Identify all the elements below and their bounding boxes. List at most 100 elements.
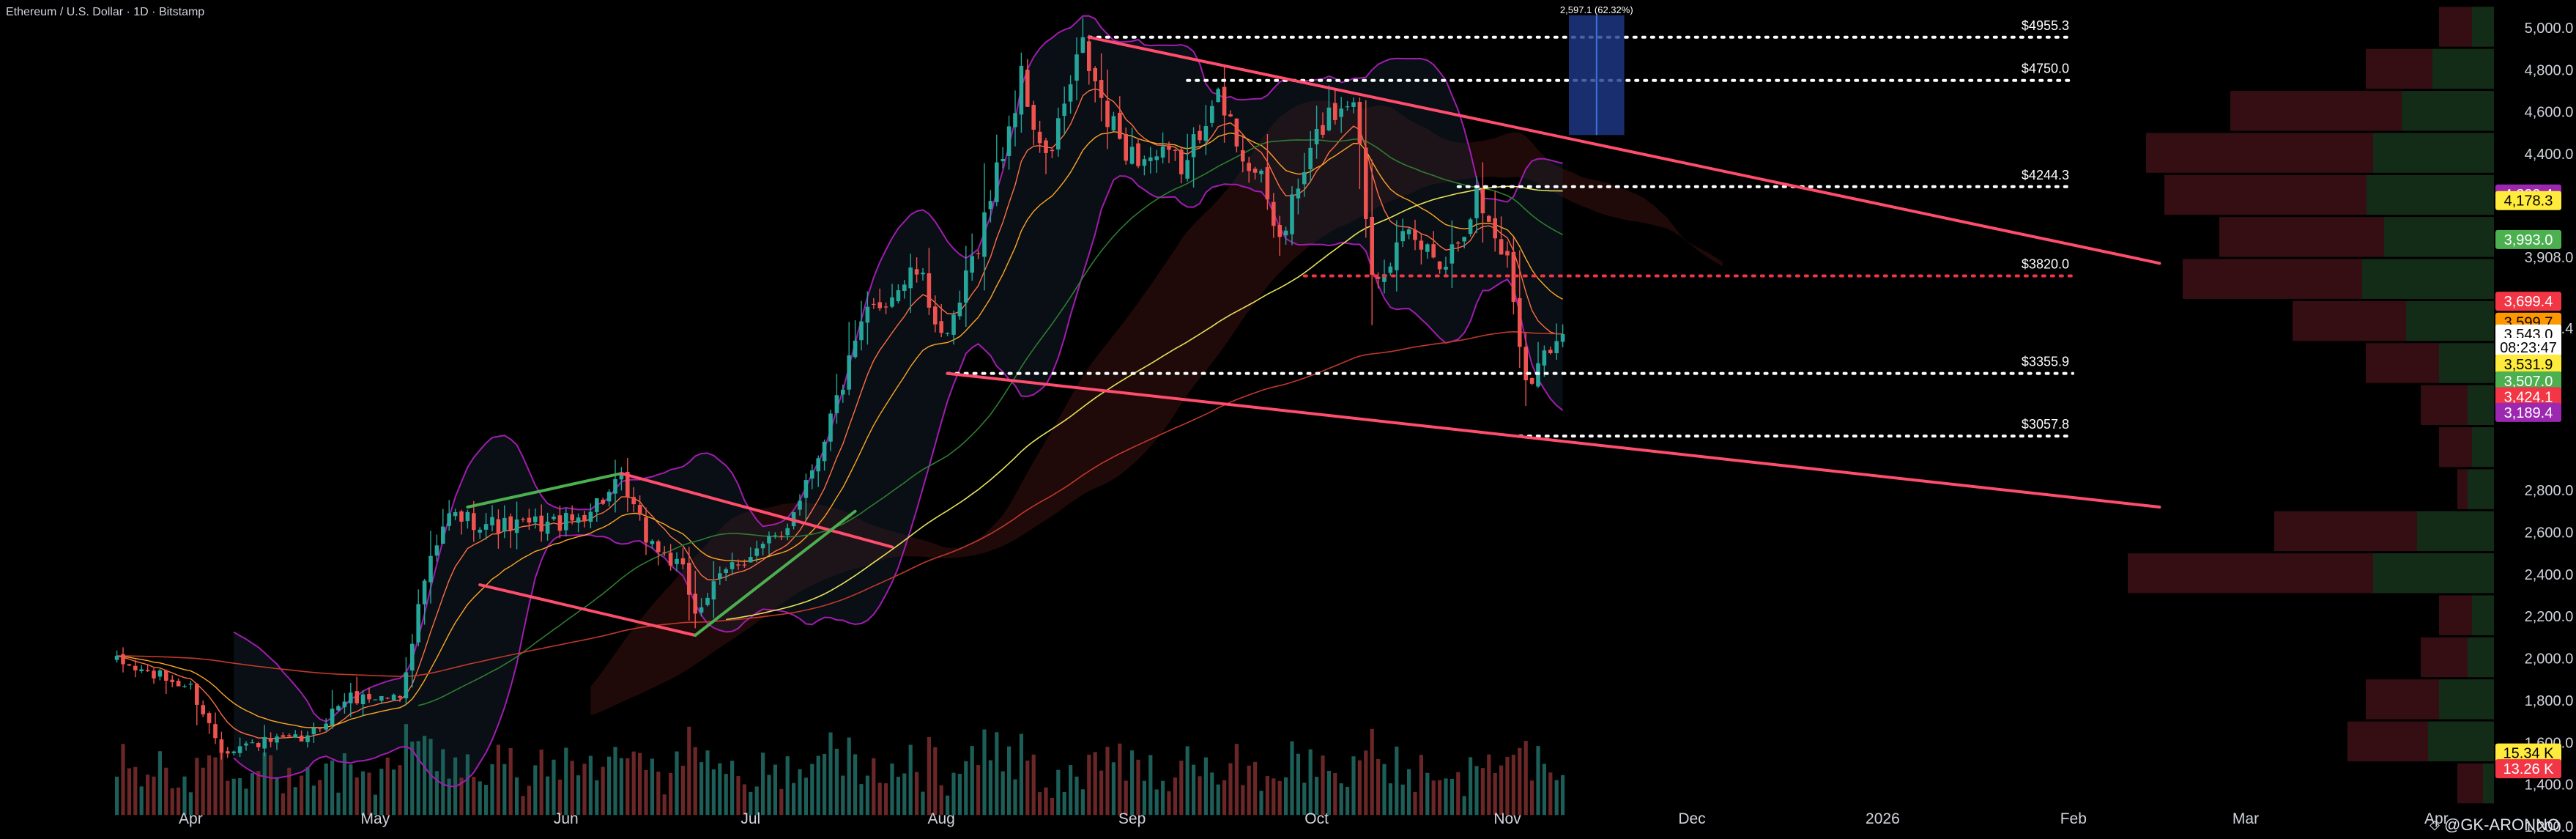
volume-bar [1080, 789, 1085, 816]
volume-bar [1536, 746, 1540, 816]
y-tick-label: 2,600.0 [2525, 525, 2574, 541]
candle-body [244, 743, 248, 746]
candle-body [631, 497, 636, 505]
candle-body [1265, 167, 1270, 200]
candle-body [1252, 169, 1258, 173]
volume-bar [355, 777, 359, 816]
candle-body [853, 340, 858, 358]
volume-bar [865, 775, 869, 816]
volume-bar [213, 757, 218, 816]
y-tick-label: 4,800.0 [2525, 62, 2574, 78]
volume-bar [539, 750, 543, 816]
x-tick-label: Apr [2424, 810, 2449, 827]
candle-body [1511, 252, 1516, 302]
volume-bar [459, 777, 464, 816]
candle-body [1160, 146, 1165, 158]
price-badge [2495, 387, 2561, 407]
candle-body [1370, 217, 1374, 276]
volume-bar [1339, 783, 1343, 816]
volume-bar [201, 767, 205, 816]
candle-body [699, 607, 704, 613]
candle-body [398, 696, 402, 698]
volume-bar [293, 787, 297, 816]
candle-body [1450, 244, 1455, 264]
volume-bar [896, 777, 900, 816]
volume-bar [1419, 755, 1423, 816]
volume-bar [1450, 778, 1454, 816]
candle-body [890, 297, 894, 307]
volume-profile-up [2428, 721, 2494, 761]
candle-body [1326, 107, 1332, 130]
candle-body [552, 517, 556, 520]
volume-bar [1308, 749, 1313, 816]
volume-profile-up [2439, 679, 2494, 720]
candle-body [1321, 125, 1325, 135]
candle-body [318, 728, 322, 729]
volume-profile-up [2468, 469, 2494, 509]
volume-bar [1013, 779, 1017, 816]
volume-bar [1376, 758, 1381, 816]
x-tick-label: Sep [1118, 810, 1146, 827]
volume-bar [1069, 765, 1073, 816]
candle-body [391, 695, 396, 701]
candle-body [428, 555, 433, 583]
candle-body [170, 679, 174, 682]
candle-body [939, 321, 943, 333]
price-badge-label: 3,507.0 [2504, 374, 2553, 390]
candle-body [1154, 156, 1159, 160]
candle-body [933, 306, 938, 325]
volume-bar [1247, 765, 1251, 816]
candle-body [416, 604, 420, 643]
candle-body [275, 736, 279, 743]
candle-body [834, 395, 839, 413]
volume-bar [675, 751, 679, 816]
volume-bar [434, 771, 439, 816]
candle-body [336, 706, 341, 711]
candle-body [1505, 251, 1510, 256]
volume-bar [1351, 756, 1356, 816]
ema-200-line [116, 330, 1563, 677]
volume-bar [847, 737, 851, 816]
volume-bar [872, 758, 876, 816]
candle-body [1222, 86, 1227, 116]
volume-bar [472, 777, 476, 816]
volume-bar [1474, 766, 1479, 816]
volume-bar [823, 753, 827, 816]
volume-bar [404, 724, 408, 816]
volume-bar [1284, 777, 1288, 816]
volume-bar [1315, 777, 1319, 816]
channel-upper-line [1087, 35, 2161, 265]
candle-body [988, 201, 993, 210]
candle-body [1283, 230, 1288, 236]
level-label: $4750.0 [2022, 62, 2069, 76]
volume-bar [705, 750, 710, 816]
candle-body [1185, 160, 1189, 179]
candle-body [570, 514, 574, 521]
level-label: $4244.3 [2022, 168, 2069, 182]
volume-bar [1124, 780, 1128, 816]
volume-bar [859, 784, 864, 816]
x-tick-label: Jun [554, 810, 579, 827]
candle-body [311, 728, 316, 735]
volume-bar [1499, 765, 1504, 816]
candle-body [152, 670, 156, 679]
volume-bar [385, 757, 390, 816]
volume-bar [1321, 755, 1325, 816]
volume-bar [146, 775, 150, 816]
volume-profile-up [2483, 763, 2494, 804]
candle-body [576, 517, 581, 523]
candle-body [650, 541, 655, 544]
volume-profile-up [2472, 595, 2494, 635]
candle-body [299, 735, 304, 742]
volume-bar [1561, 775, 1565, 816]
candle-body [1173, 149, 1178, 151]
volume-bar [1530, 780, 1534, 816]
candle-body [1080, 37, 1085, 53]
candle-body [914, 269, 919, 275]
candle-body [1376, 276, 1381, 279]
volume-bar [250, 773, 254, 816]
price-badge [2495, 354, 2561, 374]
volume-bar [508, 747, 513, 816]
volume-bar [324, 764, 328, 816]
